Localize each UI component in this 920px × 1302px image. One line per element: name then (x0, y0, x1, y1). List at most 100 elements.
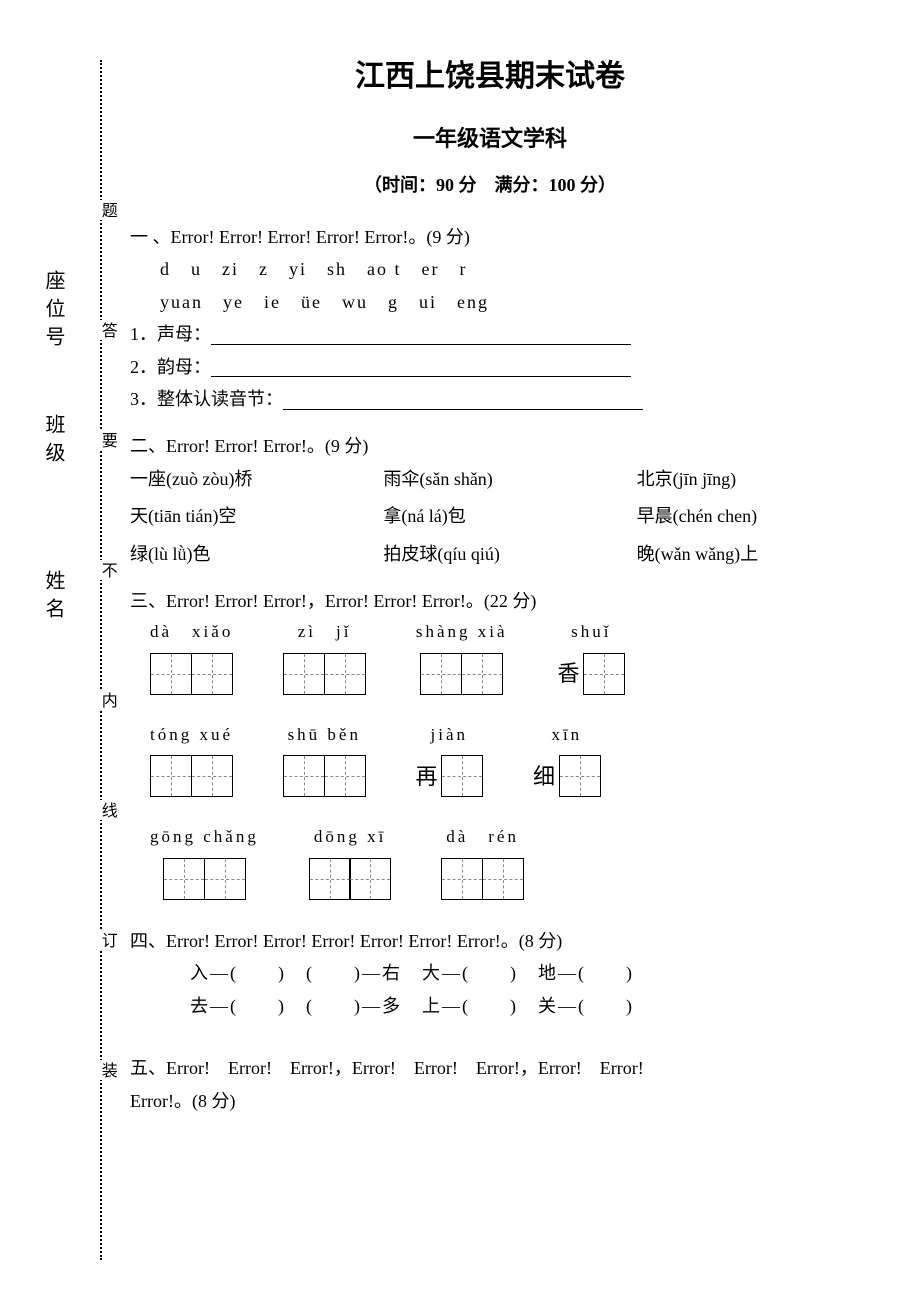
q3-heading: 三、Error! Error! Error!，Error! Error! Err… (130, 585, 850, 617)
dotted-nei: 内 (92, 690, 121, 710)
q3-container: dà xiǎozì jǐshàng xiàshuǐ香tóng xuéshū bě… (130, 617, 850, 900)
tianzige-box[interactable] (283, 755, 325, 797)
tianzige-pinyin: dà xiǎo (150, 617, 233, 648)
tianzige-boxes: 再 (416, 755, 484, 797)
dotted-ti: 题 (92, 200, 121, 220)
tianzige-boxes (150, 755, 233, 797)
q2-row: 一座(zuò zòu)桥 雨伞(sǎn shǎn) 北京(jīn jīng) (130, 463, 850, 495)
question-5: 五、Error! Error! Error!，Error! Error! Err… (130, 1052, 850, 1117)
tianzige-group: zì jǐ (283, 617, 366, 695)
fill-blank[interactable] (283, 392, 643, 410)
tianzige-row: dà xiǎozì jǐshàng xiàshuǐ香 (130, 617, 850, 695)
q4-line1: 入—( ) ( )—右 大—( ) 地—( ) (130, 957, 850, 989)
q2-item: 晚(wǎn wǎng)上 (637, 538, 850, 570)
question-1: 一 、Error! Error! Error! Error! Error!。(9… (130, 221, 850, 415)
tianzige-group: shū běn (283, 720, 366, 798)
tianzige-row: gōng chǎng dōng xī dà rén (130, 822, 850, 900)
dotted-ding: 订 (92, 930, 121, 950)
q2-item: 拍皮球(qíu qiú) (383, 538, 596, 570)
fill-blank[interactable] (211, 359, 631, 377)
tianzige-box[interactable] (420, 653, 462, 695)
tianzige-pinyin: dōng xī (314, 822, 386, 853)
tianzige-boxes (283, 755, 366, 797)
tianzige-group: dōng xī (309, 822, 392, 900)
q2-row: 天(tiān tián)空 拿(ná lá)包 早晨(chén chen) (130, 500, 850, 532)
dotted-zhuang: 装 (92, 1060, 121, 1080)
side-labels: 座位号 班级 姓名 (35, 270, 65, 706)
q1-item2: 2．韵母： (130, 351, 850, 383)
class-text: 班级 (42, 414, 64, 470)
tianzige-box[interactable] (309, 858, 351, 900)
q5-heading: 五、Error! Error! Error!，Error! Error! Err… (130, 1052, 850, 1084)
tianzige-row: tóng xué shū běn jiàn 再 xīn 细 (130, 720, 850, 798)
name-label: 姓名 (35, 570, 71, 626)
q1-pinyin1: d u zi z yi sh ao t er r (130, 253, 850, 285)
q2-row: 绿(lù lǜ)色 拍皮球(qíu qiú) 晚(wǎn wǎng)上 (130, 538, 850, 570)
tianzige-box[interactable] (150, 755, 192, 797)
tianzige-boxes (150, 653, 233, 695)
prefix-char: 再 (416, 757, 438, 797)
tianzige-box[interactable] (324, 755, 366, 797)
q1-item1: 1．声母： (130, 318, 850, 350)
q2-item: 天(tiān tián)空 (130, 500, 343, 532)
tianzige-pinyin: tóng xué (150, 720, 233, 751)
prefix-char: 细 (533, 757, 555, 797)
prefix-char: 香 (558, 654, 580, 694)
dotted-border (100, 60, 102, 1260)
question-3: 三、Error! Error! Error!，Error! Error! Err… (130, 585, 850, 900)
tianzige-boxes: 香 (558, 653, 626, 695)
page-meta: （时间：90 分 满分：100 分） (130, 169, 850, 201)
tianzige-box[interactable] (583, 653, 625, 695)
name-text: 姓名 (42, 570, 64, 626)
tianzige-boxes (283, 653, 366, 695)
tianzige-box[interactable] (204, 858, 246, 900)
tianzige-pinyin: shū běn (288, 720, 361, 751)
tianzige-box[interactable] (163, 858, 205, 900)
tianzige-box[interactable] (324, 653, 366, 695)
q2-item: 一座(zuò zòu)桥 (130, 463, 343, 495)
q4-heading: 四、Error! Error! Error! Error! Error! Err… (130, 925, 850, 957)
tianzige-group: dà rén (441, 822, 524, 900)
q4-line2: 去—( ) ( )—多 上—( ) 关—( ) (130, 990, 850, 1022)
tianzige-boxes (420, 653, 503, 695)
tianzige-box[interactable] (441, 755, 483, 797)
q2-heading: 二、Error! Error! Error!。(9 分) (130, 430, 850, 462)
tianzige-group: dà xiǎo (150, 617, 233, 695)
tianzige-box[interactable] (191, 755, 233, 797)
q1-pinyin2: yuan ye ie üe wu g ui eng (130, 286, 850, 318)
seat-label: 座位号 (35, 270, 71, 354)
tianzige-boxes (309, 858, 392, 900)
tianzige-box[interactable] (349, 858, 391, 900)
q5-heading2: Error!。(8 分) (130, 1085, 850, 1117)
q2-item: 拿(ná lá)包 (383, 500, 596, 532)
q2-item: 雨伞(sǎn shǎn) (383, 463, 596, 495)
seat-text: 座位号 (42, 270, 64, 354)
class-label: 班级 (35, 414, 71, 470)
tianzige-pinyin: dà rén (446, 822, 519, 853)
page-subtitle: 一年级语文学科 (130, 119, 850, 159)
dotted-yao: 要 (92, 430, 121, 450)
fill-blank[interactable] (211, 327, 631, 345)
tianzige-box[interactable] (283, 653, 325, 695)
tianzige-pinyin: gōng chǎng (150, 822, 259, 853)
question-4: 四、Error! Error! Error! Error! Error! Err… (130, 925, 850, 1022)
tianzige-box[interactable] (150, 653, 192, 695)
tianzige-pinyin: jiàn (431, 720, 469, 751)
dotted-bu: 不 (92, 560, 121, 580)
dotted-da: 答 (92, 320, 121, 340)
tianzige-box[interactable] (461, 653, 503, 695)
tianzige-box[interactable] (482, 858, 524, 900)
tianzige-pinyin: xīn (551, 720, 582, 751)
q2-item: 绿(lù lǜ)色 (130, 538, 343, 570)
q2-item: 北京(jīn jīng) (637, 463, 850, 495)
page-title: 江西上饶县期末试卷 (130, 50, 850, 104)
tianzige-boxes: 细 (533, 755, 601, 797)
tianzige-box[interactable] (559, 755, 601, 797)
tianzige-pinyin: shuǐ (571, 617, 611, 648)
tianzige-box[interactable] (191, 653, 233, 695)
tianzige-group: gōng chǎng (150, 822, 259, 900)
tianzige-group: tóng xué (150, 720, 233, 798)
q1-item3: 3．整体认读音节： (130, 383, 850, 415)
tianzige-box[interactable] (441, 858, 483, 900)
q2-item: 早晨(chén chen) (637, 500, 850, 532)
